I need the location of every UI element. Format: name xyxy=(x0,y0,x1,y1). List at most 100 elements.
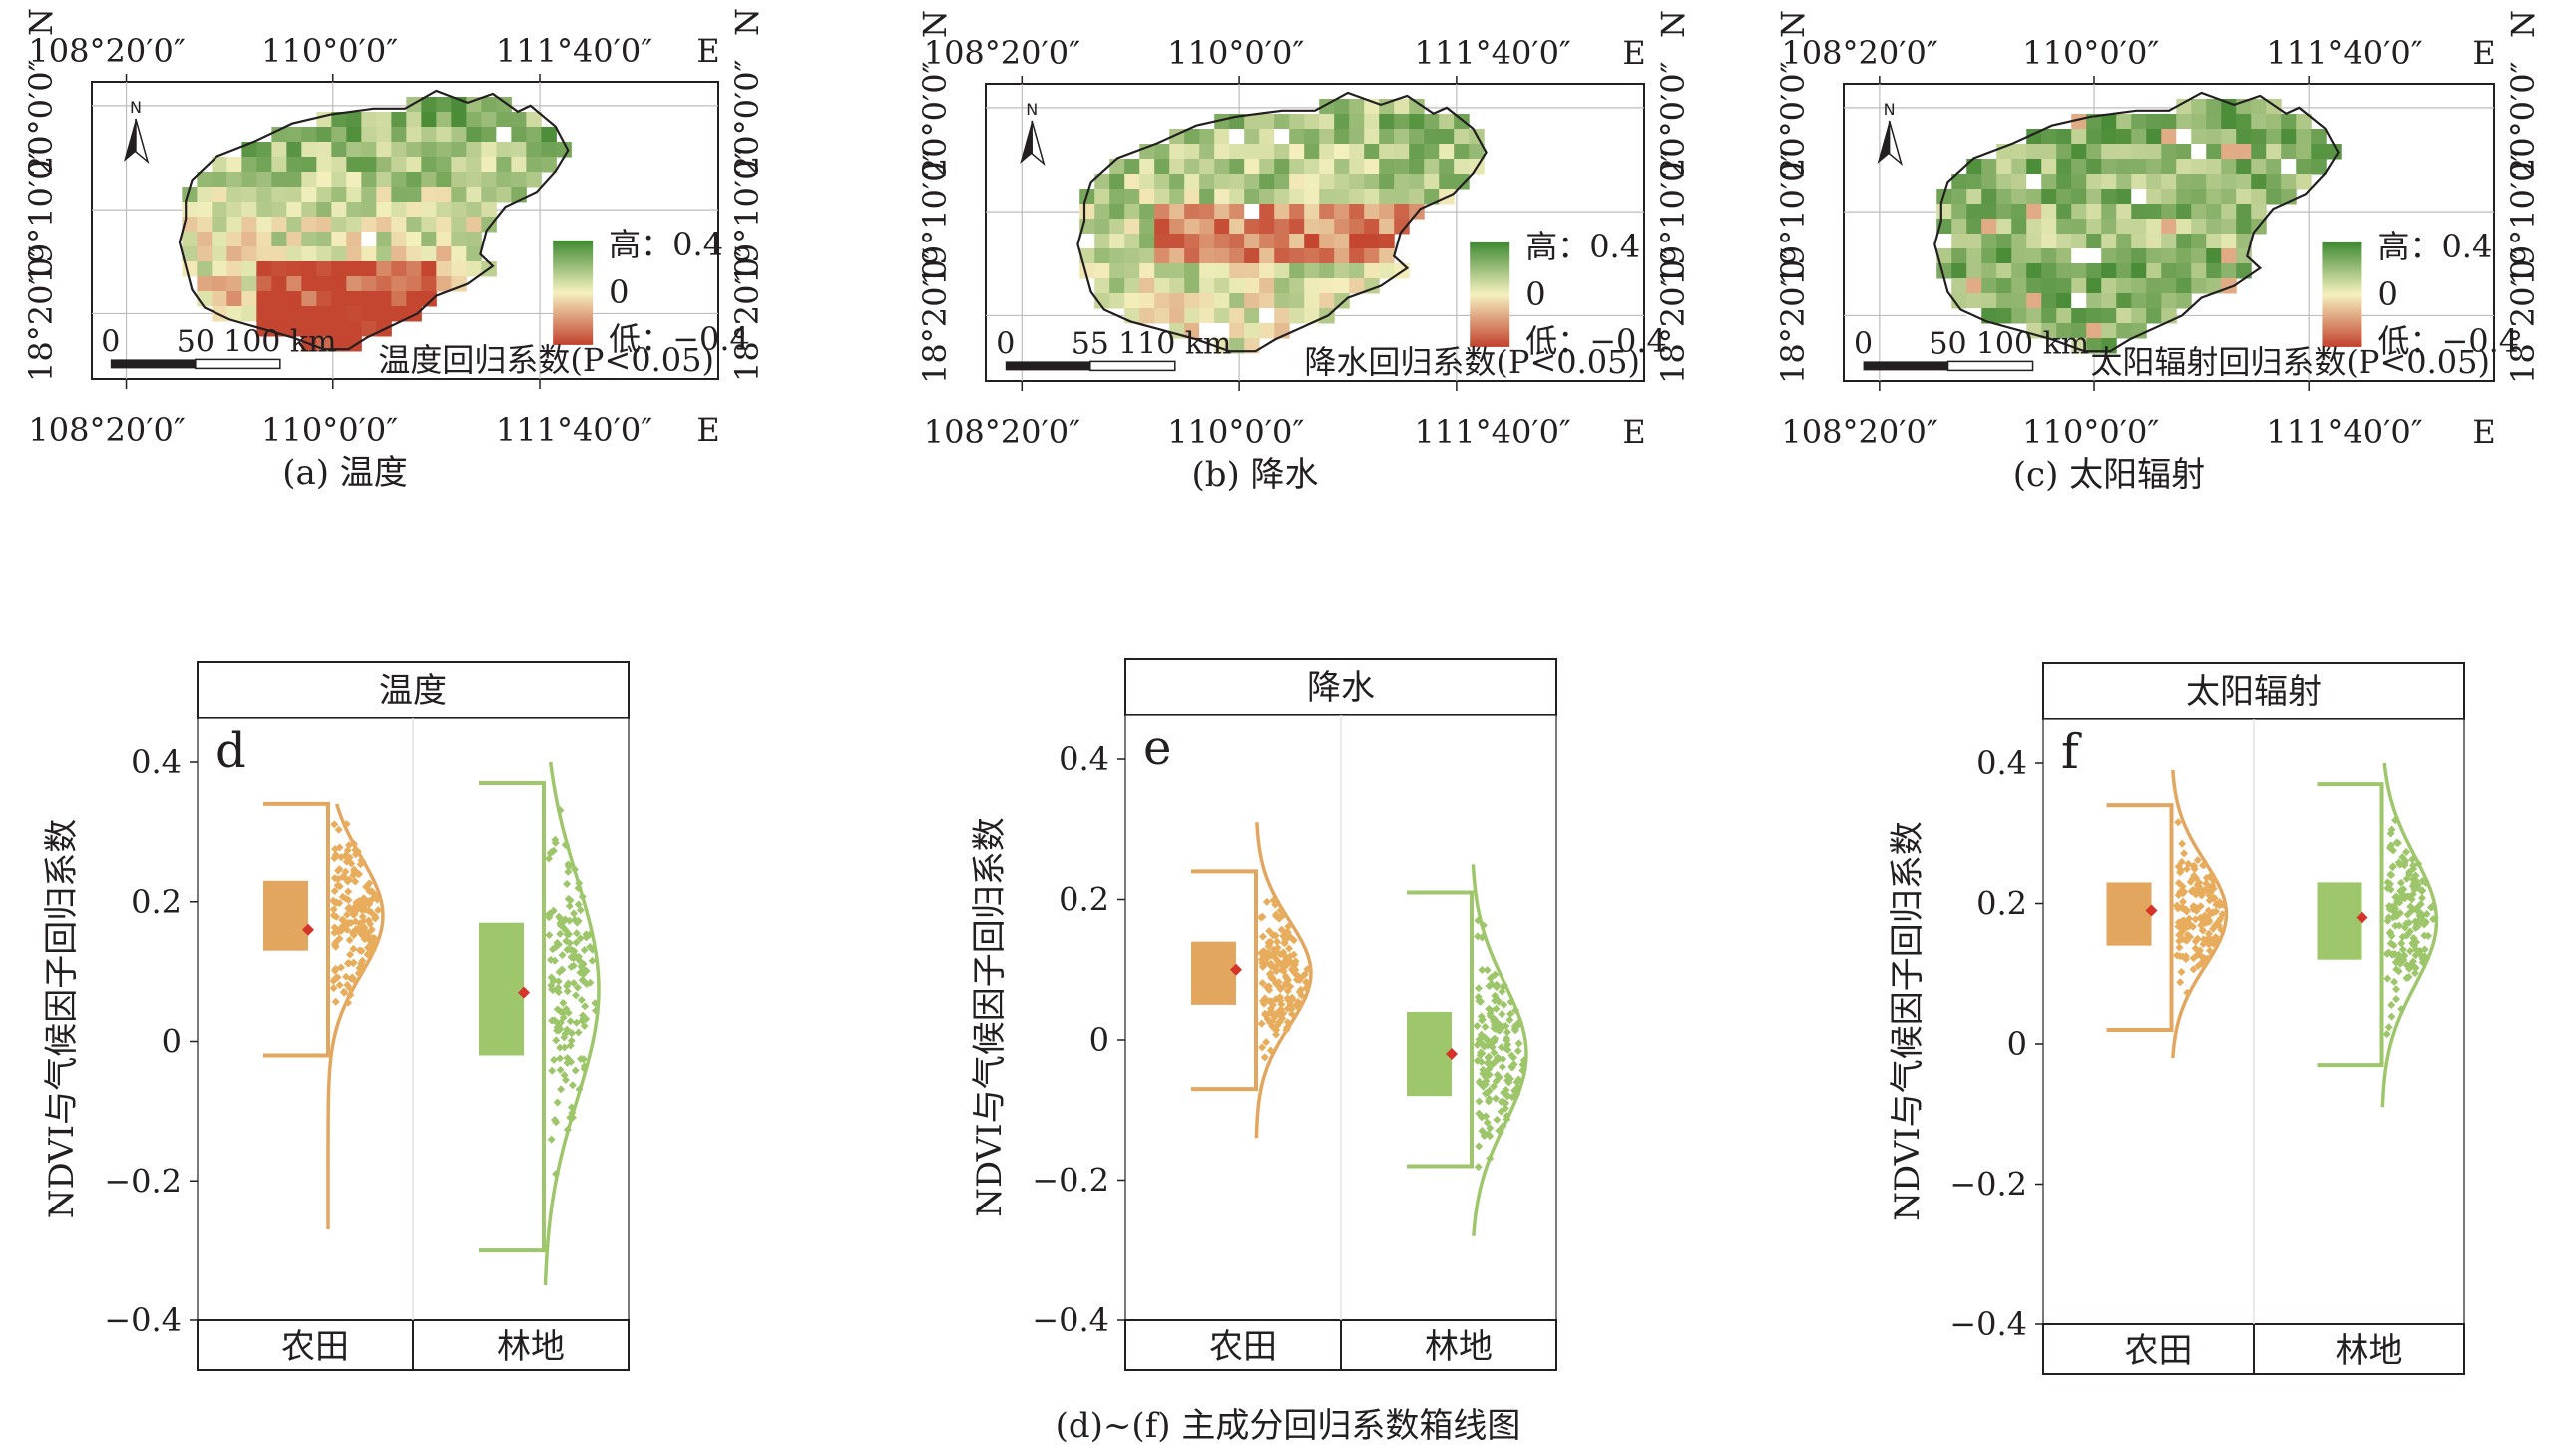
raster-cell xyxy=(331,157,347,173)
data-point xyxy=(1474,1163,1483,1172)
box-panel-f: 太阳辐射 0.4 0.2 0 −0.2 −0.4 NDVI与气候因子回归系数 f 农田 林地 xyxy=(1888,662,2465,1375)
data-point xyxy=(1511,1006,1520,1015)
data-point xyxy=(2414,859,2423,868)
y-tick-label: −0.4 xyxy=(1949,1305,2027,1343)
map-caption: (b) 降水 xyxy=(1191,455,1318,495)
north-arrow-left xyxy=(1020,120,1033,164)
map-caption: (c) 太阳辐射 xyxy=(2013,455,2205,495)
raster-cell xyxy=(1304,293,1320,309)
raster-cell xyxy=(2041,159,2057,175)
raster-cell xyxy=(1274,234,1290,249)
raster-cell xyxy=(2011,248,2027,264)
box-林地 xyxy=(479,922,524,1056)
category-label: 林地 xyxy=(1425,1327,1493,1367)
raster-cell xyxy=(256,276,272,292)
raster-cell xyxy=(2281,114,2297,130)
raster-cell xyxy=(451,172,467,188)
raster-cell xyxy=(2026,293,2042,309)
raster-cell xyxy=(1259,248,1275,264)
data-point xyxy=(2179,889,2188,898)
raster-cell xyxy=(2176,189,2192,205)
raster-cell xyxy=(1349,234,1365,249)
data-point xyxy=(1477,1058,1486,1067)
data-point xyxy=(1302,977,1311,986)
raster-cell xyxy=(1139,234,1155,249)
data-point xyxy=(1288,965,1297,974)
raster-cell xyxy=(1139,219,1155,235)
data-point xyxy=(1481,1080,1490,1089)
left-tick-label: 20°0′0″ xyxy=(22,59,60,176)
raster-cell xyxy=(2131,159,2147,175)
data-point xyxy=(346,991,355,1000)
raster-cell xyxy=(1244,189,1260,205)
raster-cell xyxy=(301,246,317,262)
data-point xyxy=(355,870,364,879)
data-point xyxy=(374,906,383,915)
whisker-bracket xyxy=(479,780,546,1253)
raster-cell xyxy=(2221,248,2237,264)
raster-cell xyxy=(1289,114,1305,130)
raster-cell xyxy=(436,217,452,233)
raster-cell xyxy=(436,187,452,203)
raster-cell xyxy=(197,172,213,188)
raster-cell xyxy=(2056,189,2072,205)
raster-cell xyxy=(1936,204,1952,220)
raster-cell xyxy=(1079,234,1095,248)
raster-cell xyxy=(1244,338,1260,354)
raster-cell xyxy=(1394,99,1410,115)
data-point xyxy=(341,867,350,876)
raster-cell xyxy=(1334,114,1350,130)
raster-cell xyxy=(197,276,213,292)
raster-cell xyxy=(1334,174,1350,190)
raster-cell xyxy=(1304,189,1320,205)
raster-cell xyxy=(256,187,272,203)
data-point xyxy=(1478,1126,1487,1135)
data-point xyxy=(563,1125,572,1134)
raster-cell xyxy=(1319,234,1335,249)
raster-cell xyxy=(1214,174,1230,190)
raster-cell xyxy=(1981,278,1997,294)
data-point xyxy=(332,912,341,921)
raster-cell xyxy=(1379,144,1395,160)
raster-cell xyxy=(2041,263,2057,279)
legend-low-label: 低：−0.4 xyxy=(1525,322,1667,360)
raster-cell xyxy=(1936,189,1952,205)
raster-cell xyxy=(2011,174,2027,190)
raster-cell xyxy=(197,232,213,247)
raster-cell xyxy=(2056,308,2072,324)
raster-cell xyxy=(2101,234,2117,249)
left-tick-label: 20°0′0″ xyxy=(1774,61,1812,178)
raster-cell xyxy=(1274,189,1290,205)
y-tick-label: 0 xyxy=(2007,1025,2027,1063)
raster-cell xyxy=(1439,129,1455,145)
data-point xyxy=(1492,1094,1501,1103)
data-point xyxy=(1269,931,1278,940)
density-curve xyxy=(543,761,601,1286)
raster-cell xyxy=(1996,219,2012,235)
raster-cell xyxy=(391,261,407,277)
raster-cell xyxy=(346,276,362,292)
data-point xyxy=(354,896,363,905)
raster-cell xyxy=(1349,204,1365,220)
raster-cell xyxy=(2086,159,2102,175)
raster-cell xyxy=(2041,308,2057,324)
raster-cell xyxy=(451,217,467,233)
raster-cell xyxy=(2041,204,2057,220)
data-point xyxy=(1502,1044,1510,1053)
data-point xyxy=(355,919,364,928)
scale-tick-label: 0 xyxy=(1854,326,1873,361)
data-point xyxy=(547,1135,556,1144)
raster-cell xyxy=(1966,278,1982,294)
raster-cell xyxy=(2011,219,2027,235)
north-label: N xyxy=(130,98,142,117)
data-point xyxy=(556,1066,565,1075)
raster-cell xyxy=(466,142,482,158)
raster-cell xyxy=(2161,159,2177,175)
legend-colorbar xyxy=(1470,241,1510,347)
y-tick-label: 0 xyxy=(162,1023,182,1061)
scale-bar-dark xyxy=(110,359,196,369)
raster-cell xyxy=(301,202,317,218)
jitter-points xyxy=(1257,896,1312,1062)
raster-cell xyxy=(1936,248,1952,264)
